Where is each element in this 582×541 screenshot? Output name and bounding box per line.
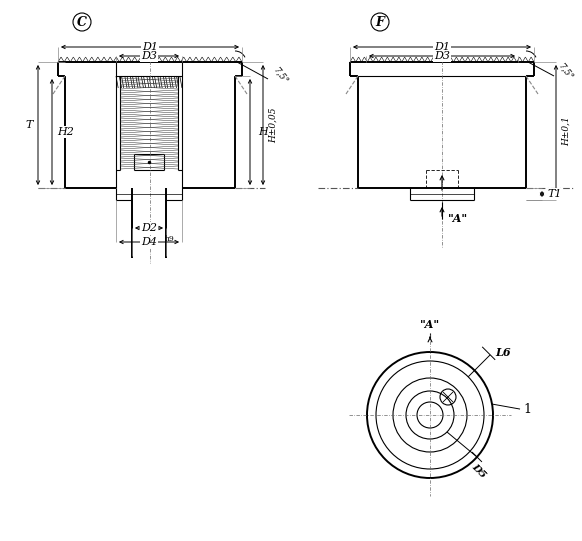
Text: D1: D1: [142, 42, 158, 52]
Text: "A": "A": [420, 320, 440, 331]
Text: D4: D4: [141, 237, 157, 247]
Text: H±0,1: H±0,1: [562, 116, 571, 146]
Text: D3: D3: [434, 51, 450, 61]
Text: 7,5°: 7,5°: [556, 62, 574, 82]
Text: h9: h9: [165, 235, 175, 243]
Text: C: C: [77, 16, 87, 29]
Text: D1: D1: [434, 42, 450, 52]
Text: D2: D2: [141, 223, 157, 233]
Text: D5: D5: [470, 462, 488, 480]
Text: H2: H2: [57, 127, 74, 137]
Text: L6: L6: [495, 347, 511, 358]
Text: "A": "A": [448, 213, 468, 223]
Text: T1: T1: [547, 189, 562, 199]
Text: H±0,05: H±0,05: [269, 107, 278, 143]
Text: H1: H1: [258, 127, 275, 137]
Text: F: F: [375, 16, 385, 29]
Text: T: T: [26, 120, 33, 130]
Text: D3: D3: [141, 51, 157, 61]
Text: 1: 1: [523, 403, 531, 415]
Text: 7,5°: 7,5°: [271, 66, 290, 86]
